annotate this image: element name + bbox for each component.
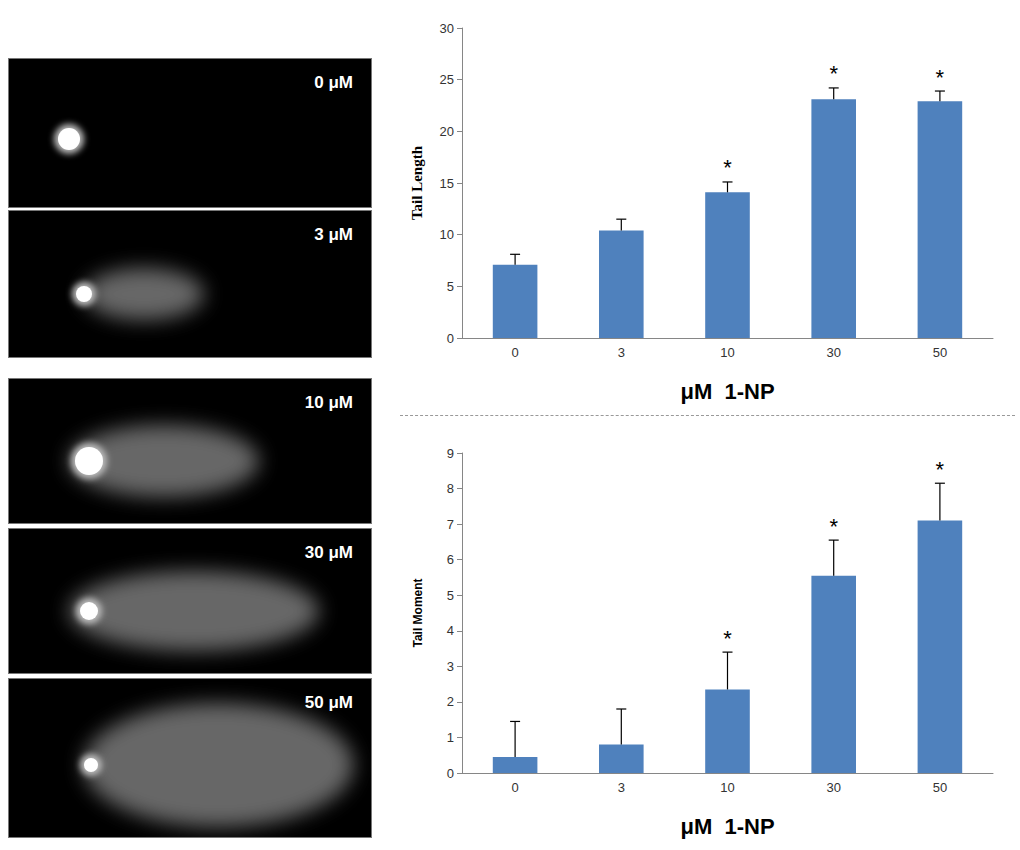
svg-text:*: * bbox=[723, 155, 732, 180]
svg-text:0: 0 bbox=[511, 345, 518, 360]
svg-text:0: 0 bbox=[447, 331, 454, 346]
svg-text:25: 25 bbox=[440, 72, 454, 87]
html-text:10 μM: 10 μM bbox=[304, 393, 353, 412]
svg-text:30: 30 bbox=[826, 780, 840, 795]
svg-text:10: 10 bbox=[440, 227, 454, 242]
svg-text:5: 5 bbox=[447, 588, 454, 603]
svg-text:*: * bbox=[936, 457, 945, 482]
svg-text:7: 7 bbox=[447, 517, 454, 532]
svg-text:1: 1 bbox=[447, 730, 454, 745]
svg-text:50: 50 bbox=[933, 780, 947, 795]
svg-text:3: 3 bbox=[618, 345, 625, 360]
svg-text:6: 6 bbox=[447, 552, 454, 567]
svg-text:8: 8 bbox=[447, 481, 454, 496]
svg-text:*: * bbox=[936, 65, 945, 90]
svg-text:10: 10 bbox=[720, 780, 734, 795]
svg-text:50: 50 bbox=[933, 345, 947, 360]
svg-text:*: * bbox=[829, 61, 838, 86]
svg-text:15: 15 bbox=[440, 176, 454, 191]
svg-text:μM 1-NP: μM 1-NP bbox=[680, 379, 774, 404]
svg-text:0: 0 bbox=[511, 780, 518, 795]
html-text:0 μM: 0 μM bbox=[314, 73, 353, 92]
svg-text:5: 5 bbox=[447, 279, 454, 294]
svg-text:Tail Length: Tail Length bbox=[409, 145, 425, 220]
svg-text:*: * bbox=[829, 514, 838, 539]
svg-text:Tail Moment: Tail Moment bbox=[411, 578, 425, 647]
svg-text:0: 0 bbox=[447, 766, 454, 781]
svg-text:μM 1-NP: μM 1-NP bbox=[680, 814, 774, 839]
html-text:50 μM: 50 μM bbox=[304, 693, 353, 712]
svg-text:4: 4 bbox=[447, 623, 454, 638]
svg-text:30: 30 bbox=[440, 21, 454, 36]
svg-text:10: 10 bbox=[720, 345, 734, 360]
svg-text:20: 20 bbox=[440, 124, 454, 139]
svg-text:30: 30 bbox=[826, 345, 840, 360]
svg-text:2: 2 bbox=[447, 694, 454, 709]
svg-text:3: 3 bbox=[618, 780, 625, 795]
html-text:30 μM: 30 μM bbox=[304, 543, 353, 562]
svg-text:9: 9 bbox=[447, 446, 454, 461]
svg-text:*: * bbox=[723, 626, 732, 651]
svg-text:3: 3 bbox=[447, 659, 454, 674]
html-text:3 μM: 3 μM bbox=[314, 225, 353, 244]
